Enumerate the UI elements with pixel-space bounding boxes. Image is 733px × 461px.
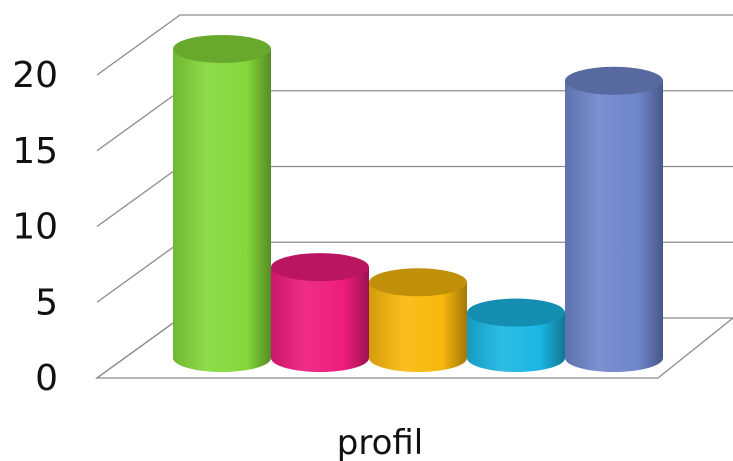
bar-body: [173, 48, 271, 372]
bar-body: [271, 267, 369, 372]
bar-top: [467, 298, 565, 327]
y-tick-label: 0: [35, 358, 58, 399]
y-tick-label: 5: [35, 282, 58, 323]
bar: [173, 34, 271, 372]
bar-body: [565, 80, 663, 372]
bar-body: [467, 312, 565, 372]
y-tick-label: 10: [12, 207, 58, 248]
bar-top: [271, 253, 369, 282]
bar: [467, 298, 565, 372]
bar: [565, 66, 663, 372]
bar-body: [369, 282, 467, 372]
y-axis-ticks: 0 5 10 15 20: [12, 55, 58, 399]
bar-top: [173, 34, 271, 63]
y-tick-label: 20: [12, 55, 58, 96]
y-tick-label: 15: [12, 131, 58, 172]
gridline: [96, 14, 733, 76]
bar-top: [565, 66, 663, 95]
x-axis-label: profil: [337, 423, 423, 461]
gridline: [96, 317, 181, 379]
bar-top: [369, 268, 467, 297]
bar: [271, 253, 369, 372]
bar: [369, 268, 467, 372]
bars: [173, 34, 663, 372]
